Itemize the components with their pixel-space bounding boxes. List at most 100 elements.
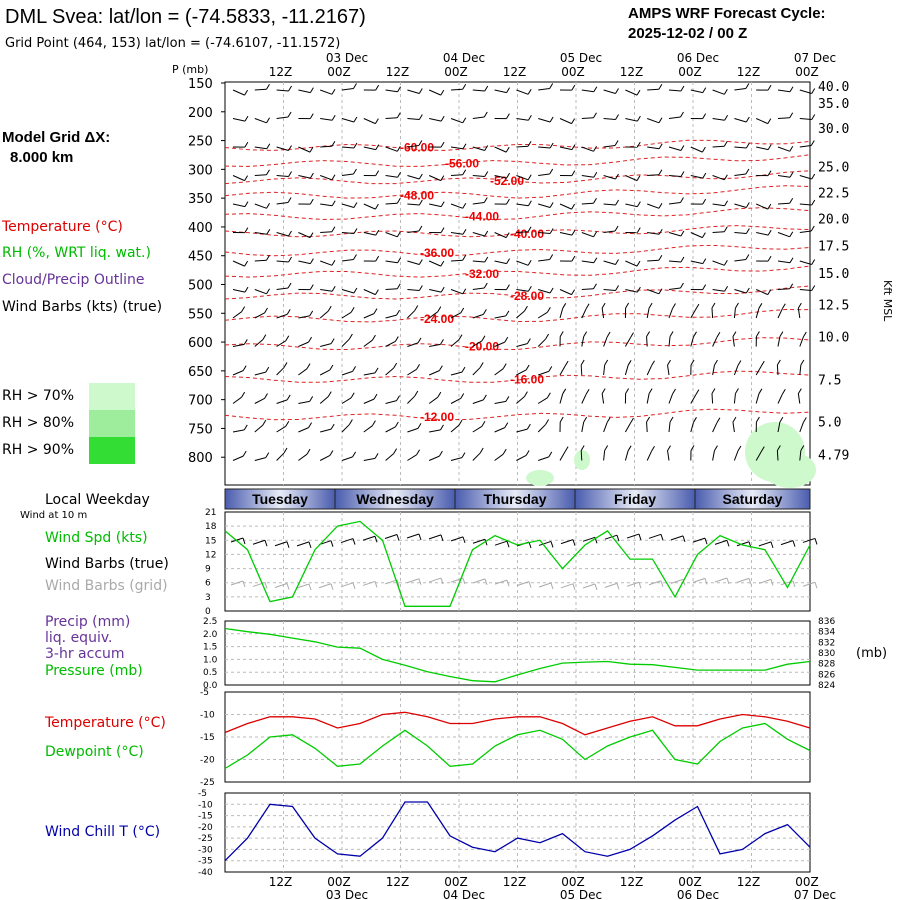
barb-flag [745, 168, 750, 175]
wind-barb [429, 286, 445, 293]
wind-barb [603, 225, 619, 233]
wind-barb [799, 225, 815, 233]
barb-flag [658, 229, 663, 235]
barb-flag [593, 231, 598, 238]
wind-barb [254, 229, 271, 235]
barb-flag [309, 310, 314, 317]
wind-barb [429, 424, 444, 433]
grid-barb [736, 577, 750, 583]
top-date-tick: 05 Dec [560, 51, 602, 65]
barb-flag [418, 114, 423, 120]
wind-barb [298, 198, 314, 205]
surface-barb [406, 533, 420, 539]
wind-barb [232, 115, 249, 122]
wind-barb [276, 85, 292, 92]
wind-barb [603, 199, 619, 206]
windchill-panel-ytick: -5 [198, 789, 207, 799]
windchill-panel-ytick: -20 [198, 823, 213, 833]
grid-barb-flag [660, 580, 664, 587]
pressure-tick: 350 [188, 192, 213, 207]
top-hour-tick: 12Z [269, 65, 293, 79]
wind-barb [625, 115, 641, 122]
wind-barb [232, 450, 247, 461]
barb-shaft [385, 367, 394, 376]
barb-shaft [254, 146, 267, 150]
height-tick: 7.5 [818, 373, 841, 388]
height-tick: 10.0 [818, 330, 849, 345]
barb-flag [779, 331, 784, 337]
barb-flag [549, 116, 554, 123]
barb-flag [546, 307, 551, 313]
bottom-date-tick: 04 Dec [443, 888, 485, 900]
barb-shaft [601, 393, 605, 404]
surface-barb [252, 539, 266, 545]
barb-shaft [538, 118, 551, 123]
barb-shaft [537, 338, 546, 347]
barb-flag [283, 362, 288, 368]
barb-flag [243, 424, 248, 431]
barb-shaft [516, 145, 529, 148]
isotherm-label: -24.00 [420, 312, 454, 326]
wind-barb [777, 283, 794, 290]
wind-barb [734, 202, 750, 208]
windchill-panel-ytick: -10 [198, 800, 213, 810]
bottom-hour-tick: 00Z [327, 875, 351, 889]
wind-barb [298, 284, 314, 291]
wind-barb [516, 174, 532, 181]
barb-shaft [733, 393, 736, 404]
wind-barb [559, 360, 569, 376]
barb-shaft [341, 338, 350, 347]
barb-shaft [712, 145, 725, 148]
barb-flag [462, 203, 467, 209]
barb-flag [615, 259, 619, 265]
barb-flag [767, 118, 772, 124]
wind-barb [429, 339, 444, 347]
barb-flag [440, 424, 444, 431]
grid-barb-flag [396, 579, 400, 587]
wind-barb [756, 255, 772, 262]
barb-shaft [276, 116, 289, 119]
surface-barb [758, 541, 772, 547]
wind-barb [276, 230, 292, 237]
barb-shaft [407, 368, 417, 376]
barb-shaft [538, 146, 551, 149]
surface-barb-flag [550, 541, 554, 548]
surface-barb [626, 533, 640, 539]
barb-shaft [254, 174, 267, 176]
barb-shaft [755, 451, 762, 461]
barb-shaft [450, 174, 463, 176]
wind-barb [407, 140, 423, 148]
barb-flag [348, 419, 353, 425]
barb-flag [549, 254, 554, 260]
barb-shaft [668, 260, 681, 263]
wind-barb [668, 331, 674, 347]
barb-flag [373, 308, 378, 314]
barb-flag [680, 111, 684, 118]
wind-barb [450, 203, 467, 209]
barb-shaft [799, 175, 812, 180]
wind-barb [494, 172, 511, 179]
wind-barb [690, 331, 697, 347]
barb-shaft [276, 367, 285, 376]
wind-barb [298, 172, 314, 179]
wind-barb [232, 201, 249, 208]
barb-flag [244, 141, 249, 148]
wind-barb [363, 170, 380, 177]
barb-flag [527, 174, 532, 181]
barb-shaft [603, 118, 616, 120]
barb-flag [264, 393, 268, 399]
wind-barb [494, 448, 507, 461]
height-tick: 30.0 [818, 122, 849, 137]
barb-shaft [429, 203, 442, 208]
barb-shaft [232, 396, 242, 404]
wind-barb [319, 391, 332, 404]
dewpoint-line [224, 722, 811, 770]
wind-barb [625, 260, 641, 267]
barb-shaft [734, 146, 747, 149]
isotherm-label: -20.00 [465, 340, 499, 354]
barb-flag [308, 336, 313, 343]
barb-flag [811, 199, 816, 206]
kft-axis-label: Kft MSL [881, 280, 894, 322]
barb-shaft [559, 451, 566, 461]
wind-barb [668, 230, 685, 237]
